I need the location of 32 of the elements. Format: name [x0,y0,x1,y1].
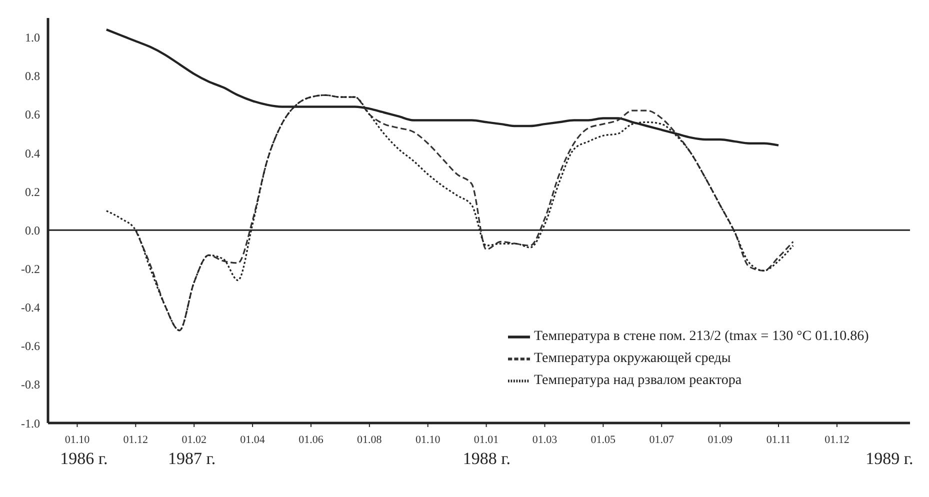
y-tick-label: 0.0 [25,223,40,238]
y-tick-label: 0.6 [25,108,40,122]
x-tick-label: 01.10 [64,434,90,446]
y-tick-label: 0.2 [25,184,40,199]
y-tick-label: 0.8 [25,69,40,84]
legend-label: Температура окружающей среды [534,350,731,368]
text: 1987 г. [168,449,216,469]
y-tick-label: -0.8 [21,378,40,392]
text: 1988 г. [462,449,510,469]
x-tick-label: 01.06 [298,434,324,446]
x-tick-label: 01.05 [590,434,616,446]
y-tick-label: -0.2 [21,262,40,276]
y-tick-label: 1.0 [25,30,40,45]
legend-label: Температура в стене пом. 213/2 (tmax = 130 °C 01.10.86) [534,328,869,346]
x-tick-label: 01.11 [766,434,791,446]
x-tick-label: 01.12 [123,434,148,446]
x-tick-label: 01.03 [532,434,558,446]
x-tick-label: 01.02 [182,434,206,446]
text: 1989 г. [866,449,914,469]
x-tick-label: 01.10 [415,434,441,446]
x-tick-label: 01.07 [649,434,674,446]
x-tick-label: 01.04 [240,434,266,446]
x-tick-label: 01.08 [357,434,382,446]
text: 1986 г. [60,449,108,469]
x-tick-label: 01.01 [474,434,499,446]
y-tick-label: -0.4 [21,300,40,315]
y-tick-label: -1.0 [21,416,40,430]
legend-label: Температура над рзвалом реактора [534,372,742,390]
x-tick-label: 01.12 [824,434,850,446]
y-tick-label: -0.6 [21,339,40,354]
y-tick-label: 0.4 [25,146,40,160]
x-tick-label: 01.09 [708,434,733,446]
